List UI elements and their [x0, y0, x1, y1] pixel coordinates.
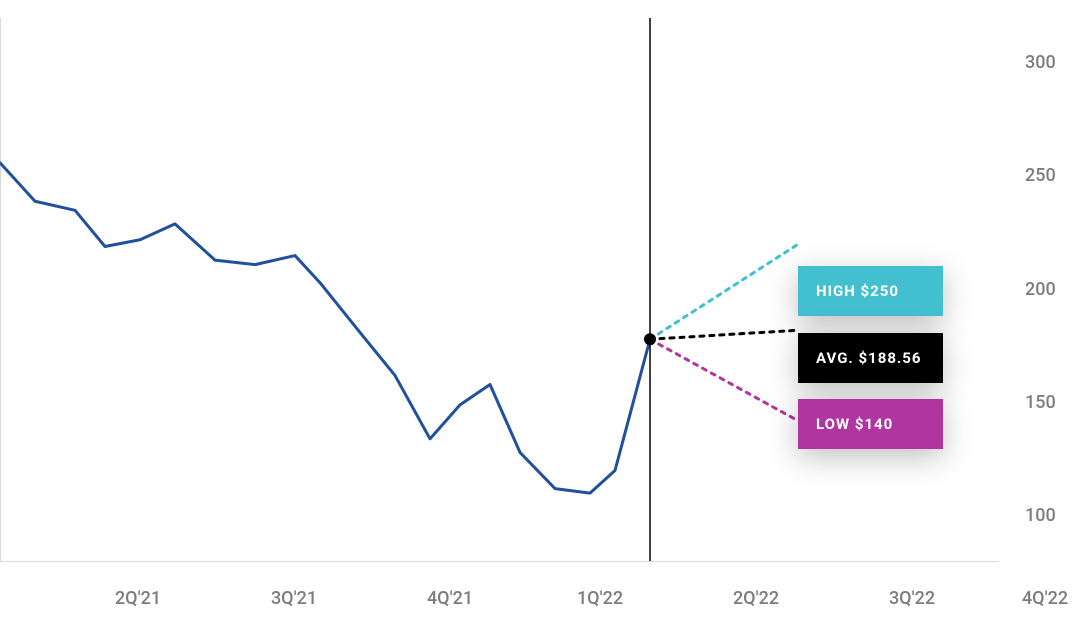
- forecast-high-box: HIGH $250: [798, 266, 943, 316]
- forecast-low-label: LOW $140: [816, 415, 893, 433]
- historical-price-line: [0, 163, 650, 493]
- x-tick-label: 2Q'22: [733, 588, 779, 609]
- forecast-dash-2: [650, 339, 798, 420]
- forecast-avg-label: AVG. $188.56: [816, 349, 922, 367]
- forecast-low-box: LOW $140: [798, 399, 943, 449]
- x-tick-label: 1Q'22: [577, 588, 623, 609]
- x-tick-label: 4Q'21: [427, 588, 473, 609]
- x-tick-label: 3Q'21: [271, 588, 317, 609]
- y-tick-label: 150: [1025, 392, 1056, 413]
- y-tick-label: 100: [1025, 505, 1056, 526]
- x-tick-label: 4Q'22: [1022, 588, 1068, 609]
- forecast-anchor-dot: [644, 333, 656, 345]
- y-tick-label: 250: [1025, 165, 1056, 186]
- chart-svg: [0, 0, 1080, 639]
- price-forecast-chart: HIGH $250 AVG. $188.56 LOW $140 100 150 20…: [0, 0, 1080, 639]
- y-tick-label: 300: [1025, 52, 1056, 73]
- forecast-high-label: HIGH $250: [816, 282, 899, 300]
- y-tick-label: 200: [1025, 279, 1056, 300]
- x-tick-label: 2Q'21: [115, 588, 161, 609]
- forecast-dash-0: [650, 244, 798, 339]
- forecast-avg-box: AVG. $188.56: [798, 333, 943, 383]
- x-tick-label: 3Q'22: [889, 588, 935, 609]
- forecast-dash-1: [650, 330, 798, 339]
